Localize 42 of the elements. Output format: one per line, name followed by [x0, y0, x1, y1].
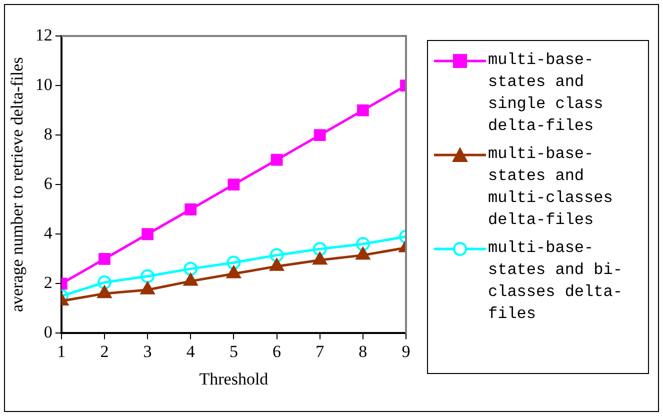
point: [270, 258, 284, 271]
x-tick-label: 3: [143, 342, 152, 361]
y-tick-label: 0: [44, 322, 52, 342]
point: [356, 104, 369, 116]
y-tick-label: 6: [44, 174, 52, 194]
y-tick-label: 2: [44, 273, 52, 292]
x-tick-label: 1: [57, 342, 66, 361]
legend-label: multi-base-states and single class delta-files: [488, 50, 604, 137]
x-tick-label: 6: [272, 342, 282, 361]
x-tick-label: 9: [402, 342, 410, 361]
y-tick-label: 10: [35, 75, 52, 94]
point: [140, 269, 155, 284]
point: [142, 228, 154, 240]
point: [97, 275, 112, 290]
x-tick-label: 5: [229, 342, 238, 361]
point: [184, 273, 198, 286]
point: [356, 237, 370, 252]
point: [140, 282, 155, 294]
point: [226, 256, 241, 270]
point: [312, 242, 327, 256]
point: [226, 266, 241, 278]
x-tick-label: 2: [100, 342, 109, 361]
legend-label: multi-base-states and bi-classes delta-files: [488, 238, 624, 325]
point: [314, 129, 326, 142]
point: [270, 154, 283, 166]
point: [97, 286, 112, 298]
legend-label: multi-base-states and multi-classes delta-files: [488, 144, 614, 231]
y-tick-label: 12: [35, 25, 52, 44]
x-tick-label: 7: [316, 342, 325, 361]
x-tick-label: 4: [186, 342, 196, 361]
x-tick-label: 8: [358, 342, 368, 361]
point: [98, 252, 110, 265]
point: [184, 262, 198, 276]
y-tick-label: 8: [44, 124, 52, 144]
y-tick-label: 4: [44, 224, 53, 243]
point: [184, 203, 197, 216]
point: [312, 252, 327, 265]
point: [270, 248, 284, 262]
y-axis-title: average number to retrieve delta-files: [8, 57, 27, 312]
point: [228, 178, 240, 191]
x-axis-title: Threshold: [199, 369, 269, 388]
point: [356, 247, 370, 260]
